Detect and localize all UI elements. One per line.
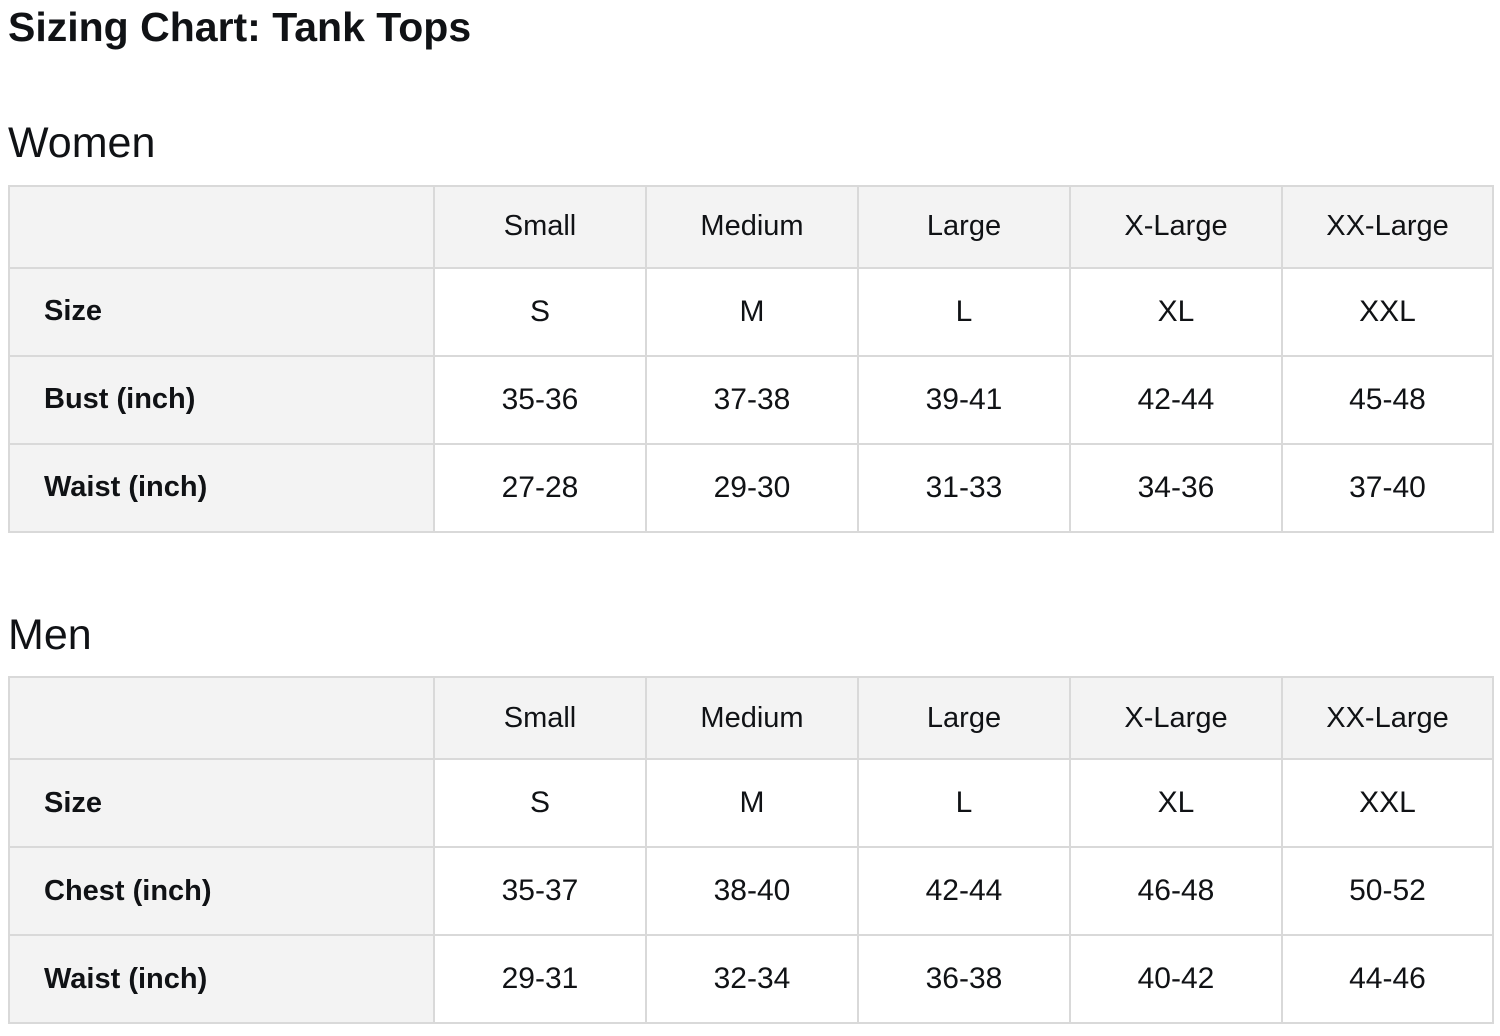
table-cell: 37-40 xyxy=(1281,442,1494,533)
table-cell: 42-44 xyxy=(1069,354,1283,445)
men-column-header-small: Small xyxy=(433,676,647,761)
men-waist-row: Waist (inch) 29-31 32-34 36-38 40-42 44-… xyxy=(8,934,1494,1025)
row-label: Size xyxy=(8,758,435,849)
men-column-header-xx-large: XX-Large xyxy=(1281,676,1494,761)
table-cell: 42-44 xyxy=(857,846,1071,937)
women-section-heading: Women xyxy=(8,119,156,168)
table-cell: 35-37 xyxy=(433,846,647,937)
table-cell: M xyxy=(645,266,859,357)
women-header-row: Small Medium Large X-Large XX-Large xyxy=(8,184,1494,269)
table-cell: 37-38 xyxy=(645,354,859,445)
table-cell: 35-36 xyxy=(433,354,647,445)
table-cell: XL xyxy=(1069,758,1283,849)
table-cell: L xyxy=(857,758,1071,849)
men-section-heading: Men xyxy=(8,610,92,659)
table-cell: 40-42 xyxy=(1069,934,1283,1025)
women-bust-row: Bust (inch) 35-36 37-38 39-41 42-44 45-4… xyxy=(8,354,1494,445)
table-cell: XXL xyxy=(1281,758,1494,849)
women-sizing-table: Small Medium Large X-Large XX-Large Size… xyxy=(8,184,1494,533)
table-cell: 29-30 xyxy=(645,442,859,533)
men-size-row: Size S M L XL XXL xyxy=(8,758,1494,849)
women-corner-cell xyxy=(8,184,435,269)
table-cell: 44-46 xyxy=(1281,934,1494,1025)
women-waist-row: Waist (inch) 27-28 29-30 31-33 34-36 37-… xyxy=(8,442,1494,533)
men-column-header-x-large: X-Large xyxy=(1069,676,1283,761)
table-cell: L xyxy=(857,266,1071,357)
table-cell: 46-48 xyxy=(1069,846,1283,937)
table-cell: M xyxy=(645,758,859,849)
men-sizing-table: Small Medium Large X-Large XX-Large Size… xyxy=(8,676,1494,1025)
women-column-header-medium: Medium xyxy=(645,184,859,269)
table-cell: 36-38 xyxy=(857,934,1071,1025)
women-column-header-large: Large xyxy=(857,184,1071,269)
table-cell: 32-34 xyxy=(645,934,859,1025)
table-cell: S xyxy=(433,758,647,849)
table-cell: S xyxy=(433,266,647,357)
table-cell: 29-31 xyxy=(433,934,647,1025)
table-cell: 45-48 xyxy=(1281,354,1494,445)
men-corner-cell xyxy=(8,676,435,761)
table-cell: 27-28 xyxy=(433,442,647,533)
page-title: Sizing Chart: Tank Tops xyxy=(8,4,472,50)
men-column-header-large: Large xyxy=(857,676,1071,761)
row-label: Waist (inch) xyxy=(8,442,435,533)
men-column-header-medium: Medium xyxy=(645,676,859,761)
row-label: Bust (inch) xyxy=(8,354,435,445)
table-cell: XXL xyxy=(1281,266,1494,357)
table-cell: 39-41 xyxy=(857,354,1071,445)
women-column-header-xx-large: XX-Large xyxy=(1281,184,1494,269)
table-cell: 38-40 xyxy=(645,846,859,937)
women-column-header-x-large: X-Large xyxy=(1069,184,1283,269)
table-cell: 31-33 xyxy=(857,442,1071,533)
row-label: Chest (inch) xyxy=(8,846,435,937)
row-label: Waist (inch) xyxy=(8,934,435,1025)
men-header-row: Small Medium Large X-Large XX-Large xyxy=(8,676,1494,761)
women-size-row: Size S M L XL XXL xyxy=(8,266,1494,357)
table-cell: XL xyxy=(1069,266,1283,357)
table-cell: 50-52 xyxy=(1281,846,1494,937)
row-label: Size xyxy=(8,266,435,357)
table-cell: 34-36 xyxy=(1069,442,1283,533)
men-chest-row: Chest (inch) 35-37 38-40 42-44 46-48 50-… xyxy=(8,846,1494,937)
women-column-header-small: Small xyxy=(433,184,647,269)
